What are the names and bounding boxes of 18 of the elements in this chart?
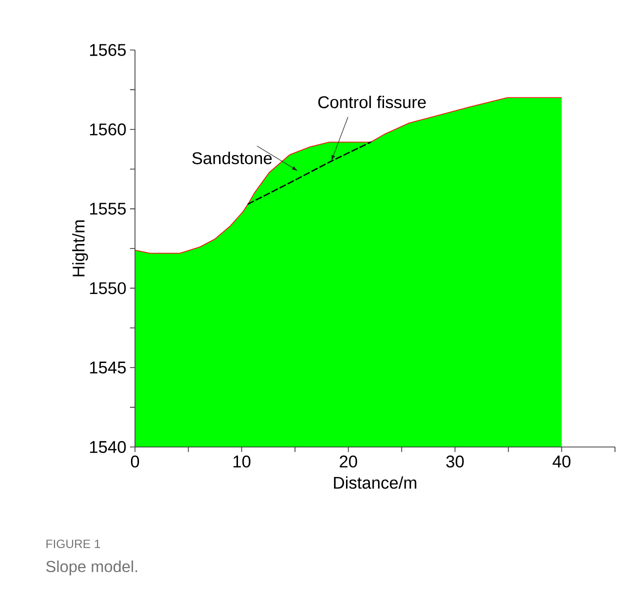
annotation: Control fissure: [318, 96, 426, 108]
caption: FIGURE 1: [46, 540, 100, 548]
x-tick-label: 30: [446, 456, 464, 468]
text: Slope model.: [46, 560, 138, 576]
y-tick-label: 1565: [90, 44, 126, 56]
x-axis-title: Distance/m: [334, 476, 416, 489]
y-axis-title: Hight/m: [72, 220, 88, 276]
annotation: Sandstone: [192, 152, 272, 164]
y-tick-label: 1560: [90, 123, 126, 136]
y-tick-label: 1555: [90, 202, 126, 215]
x-tick-label: 40: [552, 456, 570, 468]
line-series: [134, 97, 562, 254]
y-tick-label: 1550: [90, 282, 126, 294]
x-tick-label: 10: [234, 456, 250, 468]
y-tick-label: 1545: [90, 362, 126, 374]
x-tick-label: 0: [130, 456, 140, 468]
x-tick-label: 20: [340, 456, 358, 468]
y-tick-label: 1540: [90, 441, 126, 453]
